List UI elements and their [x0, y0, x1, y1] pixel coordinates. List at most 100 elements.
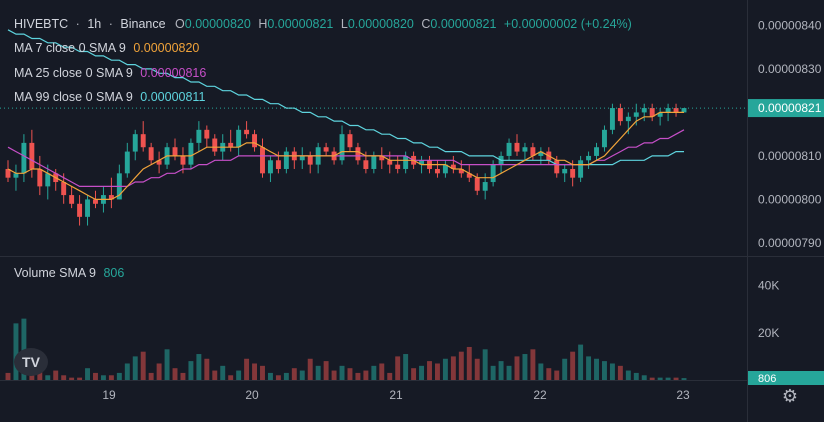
candle-body	[641, 108, 647, 113]
volume-bar	[562, 358, 568, 380]
volume-bar	[681, 378, 687, 380]
candle-body	[212, 138, 218, 152]
volume-bar	[339, 365, 345, 380]
candle-body	[21, 142, 27, 174]
volume-bar	[220, 365, 226, 380]
volume-bar	[172, 368, 178, 380]
interval-label[interactable]: 1h	[87, 17, 102, 31]
volume-bar	[275, 375, 281, 380]
candle-body	[609, 108, 615, 130]
volume-bar	[228, 375, 234, 380]
open-label: O	[175, 17, 185, 31]
volume-bar	[633, 372, 639, 380]
candle-body	[379, 155, 385, 161]
candle-body	[617, 108, 623, 122]
candle-body	[466, 173, 472, 178]
volume-bar	[299, 370, 305, 380]
volume-bar	[395, 356, 401, 380]
volume-bar	[236, 370, 242, 380]
candle-body	[490, 164, 496, 183]
candle-body	[204, 129, 210, 139]
volume-bar	[307, 358, 313, 380]
exchange-label: Binance	[120, 17, 166, 31]
high-value: 0.00000821	[267, 17, 334, 31]
candle-body	[530, 147, 536, 156]
volume-bar	[93, 372, 98, 380]
volume-bar	[530, 349, 536, 380]
candle-body	[395, 164, 401, 169]
gear-icon[interactable]: ⚙	[781, 386, 799, 406]
candle-body	[522, 147, 528, 152]
close-value: 0.00000821	[430, 17, 497, 31]
symbol-name[interactable]: HIVEBTC	[14, 17, 69, 31]
candle-body	[275, 160, 281, 169]
volume-bar	[578, 344, 584, 380]
volume-bar	[625, 370, 631, 380]
volume-bar	[148, 372, 154, 380]
volume-bar	[673, 377, 679, 380]
volume-bar	[331, 370, 337, 380]
volume-bar	[100, 375, 106, 380]
volume-bar	[45, 375, 51, 380]
volume-bar	[363, 370, 369, 380]
volume-bar	[53, 370, 59, 380]
candle-body	[578, 160, 584, 178]
ma99-label: MA 99 close 0 SMA 9	[14, 90, 133, 104]
volume-bar	[482, 349, 488, 380]
ma7-value: 0.00000820	[133, 41, 200, 55]
volume-label: Volume SMA 9	[14, 266, 96, 280]
candle-body	[633, 112, 639, 117]
candle-body	[180, 155, 186, 165]
current-volume-label: 806	[758, 373, 776, 385]
volume-bar	[665, 377, 671, 380]
time-tick-label: 20	[245, 388, 259, 402]
candle-body	[506, 142, 512, 156]
volume-bar	[442, 358, 448, 380]
candle-body	[403, 155, 409, 169]
volume-bar	[260, 365, 265, 380]
volume-tick-label: 40K	[758, 279, 779, 293]
ma7-line	[7, 111, 684, 200]
current-price-label: 0.00000821	[758, 101, 822, 115]
volume-bar	[244, 358, 250, 380]
ma25-legend[interactable]: MA 25 close 0 SMA 9 0.00000816	[14, 66, 210, 80]
candle-body	[172, 147, 178, 156]
volume-bar	[188, 361, 194, 380]
volume-bar	[427, 361, 432, 380]
volume-bar	[387, 372, 393, 380]
volume-bar	[124, 363, 130, 380]
candle-body	[371, 155, 377, 169]
time-tick-label: 19	[102, 388, 116, 402]
candle-body	[665, 108, 671, 113]
candle-body	[355, 147, 361, 161]
candle-body	[108, 195, 114, 200]
volume-bar	[355, 372, 361, 380]
candle-body	[347, 134, 353, 148]
volume-bar	[196, 354, 202, 380]
candle-body	[419, 160, 425, 165]
open-value: 0.00000820	[184, 17, 251, 31]
candle-body	[657, 112, 663, 117]
symbol-legend: HIVEBTC · 1h · Binance O0.00000820 H0.00…	[14, 17, 640, 31]
ma99-legend[interactable]: MA 99 close 0 SMA 9 0.00000811	[14, 90, 209, 104]
volume-bar	[554, 370, 560, 380]
candle-body	[140, 134, 146, 148]
time-tick-label: 22	[533, 388, 547, 402]
candle-body	[283, 151, 289, 169]
volume-bar	[641, 375, 647, 380]
price-tick-label: 0.00000830	[758, 62, 822, 76]
tradingview-logo-icon[interactable]: TV	[14, 348, 48, 376]
ma7-legend[interactable]: MA 7 close 0 SMA 9 0.00000820	[14, 41, 203, 55]
volume-bar	[474, 358, 480, 380]
volume-bar	[498, 361, 504, 380]
volume-bar	[116, 372, 122, 380]
volume-bar	[538, 363, 544, 380]
volume-bar	[212, 370, 218, 380]
volume-bar	[371, 365, 377, 380]
volume-legend[interactable]: Volume SMA 9 806	[14, 266, 128, 280]
change-value: +0.00000002 (+0.24%)	[503, 17, 632, 31]
candle-body	[458, 168, 464, 174]
ma99-value: 0.00000811	[140, 90, 206, 104]
candle-body	[482, 182, 488, 191]
